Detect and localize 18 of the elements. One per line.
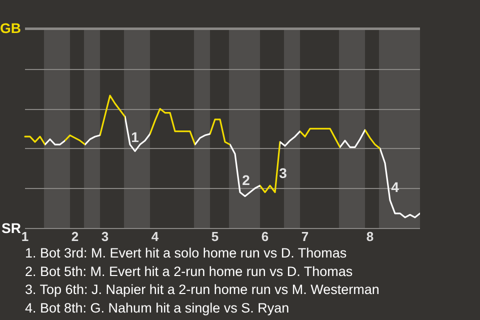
- annotation: 2: [242, 172, 250, 188]
- x-tick-label: 6: [261, 229, 269, 244]
- text: 1. Bot 3rd: M. Evert hit a solo home run vs D. Thomas: [25, 246, 347, 260]
- annotation: 1: [131, 129, 140, 145]
- text: GB: [0, 20, 21, 36]
- x-tick-label: 8: [366, 229, 374, 244]
- x-tick-label: 3: [101, 229, 109, 244]
- text: SR: [2, 220, 21, 236]
- x-tick-label: 1: [21, 229, 29, 244]
- x-tick-label: 7: [301, 229, 309, 244]
- annotation: 3: [279, 165, 288, 181]
- text: 4. Bot 8th: G. Nahum hit a single vs S. Ryan: [25, 300, 290, 316]
- x-tick-label: 2: [71, 229, 79, 244]
- x-tick-label: 5: [211, 229, 219, 244]
- text: 2. Bot 5th: M. Evert hit a 2-run home run vs D. Thomas: [25, 264, 353, 279]
- x-tick-label: 4: [151, 229, 160, 244]
- text: 3. Top 6th: J. Napier hit a 2-run home run vs M. Westerman: [25, 282, 380, 298]
- annotation: 4: [391, 179, 400, 195]
